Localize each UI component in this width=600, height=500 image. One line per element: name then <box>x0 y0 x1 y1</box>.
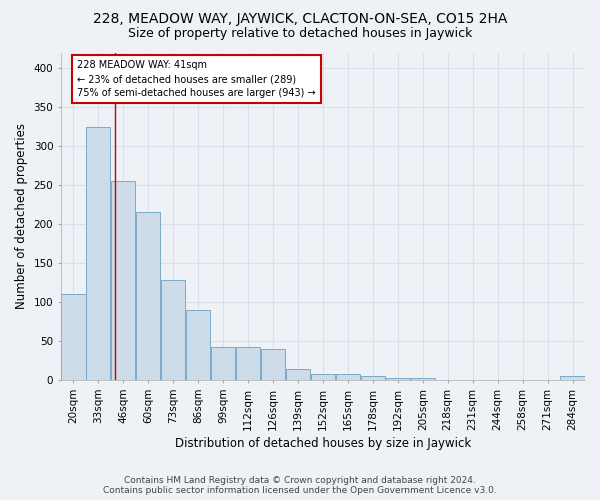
Bar <box>286 368 310 380</box>
Text: 228, MEADOW WAY, JAYWICK, CLACTON-ON-SEA, CO15 2HA: 228, MEADOW WAY, JAYWICK, CLACTON-ON-SEA… <box>93 12 507 26</box>
Bar <box>61 294 86 380</box>
Bar <box>386 378 410 380</box>
Text: Size of property relative to detached houses in Jaywick: Size of property relative to detached ho… <box>128 28 472 40</box>
Bar <box>410 378 435 380</box>
Text: Contains HM Land Registry data © Crown copyright and database right 2024.
Contai: Contains HM Land Registry data © Crown c… <box>103 476 497 495</box>
Bar <box>136 212 160 380</box>
Bar <box>186 310 211 380</box>
Y-axis label: Number of detached properties: Number of detached properties <box>15 124 28 310</box>
Bar <box>211 346 235 380</box>
Bar <box>361 376 385 380</box>
Bar <box>236 346 260 380</box>
Bar <box>311 374 335 380</box>
Text: 228 MEADOW WAY: 41sqm
← 23% of detached houses are smaller (289)
75% of semi-det: 228 MEADOW WAY: 41sqm ← 23% of detached … <box>77 60 316 98</box>
Bar <box>261 349 285 380</box>
Bar <box>161 280 185 380</box>
X-axis label: Distribution of detached houses by size in Jaywick: Distribution of detached houses by size … <box>175 437 471 450</box>
Bar <box>336 374 360 380</box>
Bar <box>86 126 110 380</box>
Bar <box>111 182 136 380</box>
Bar <box>560 376 584 380</box>
